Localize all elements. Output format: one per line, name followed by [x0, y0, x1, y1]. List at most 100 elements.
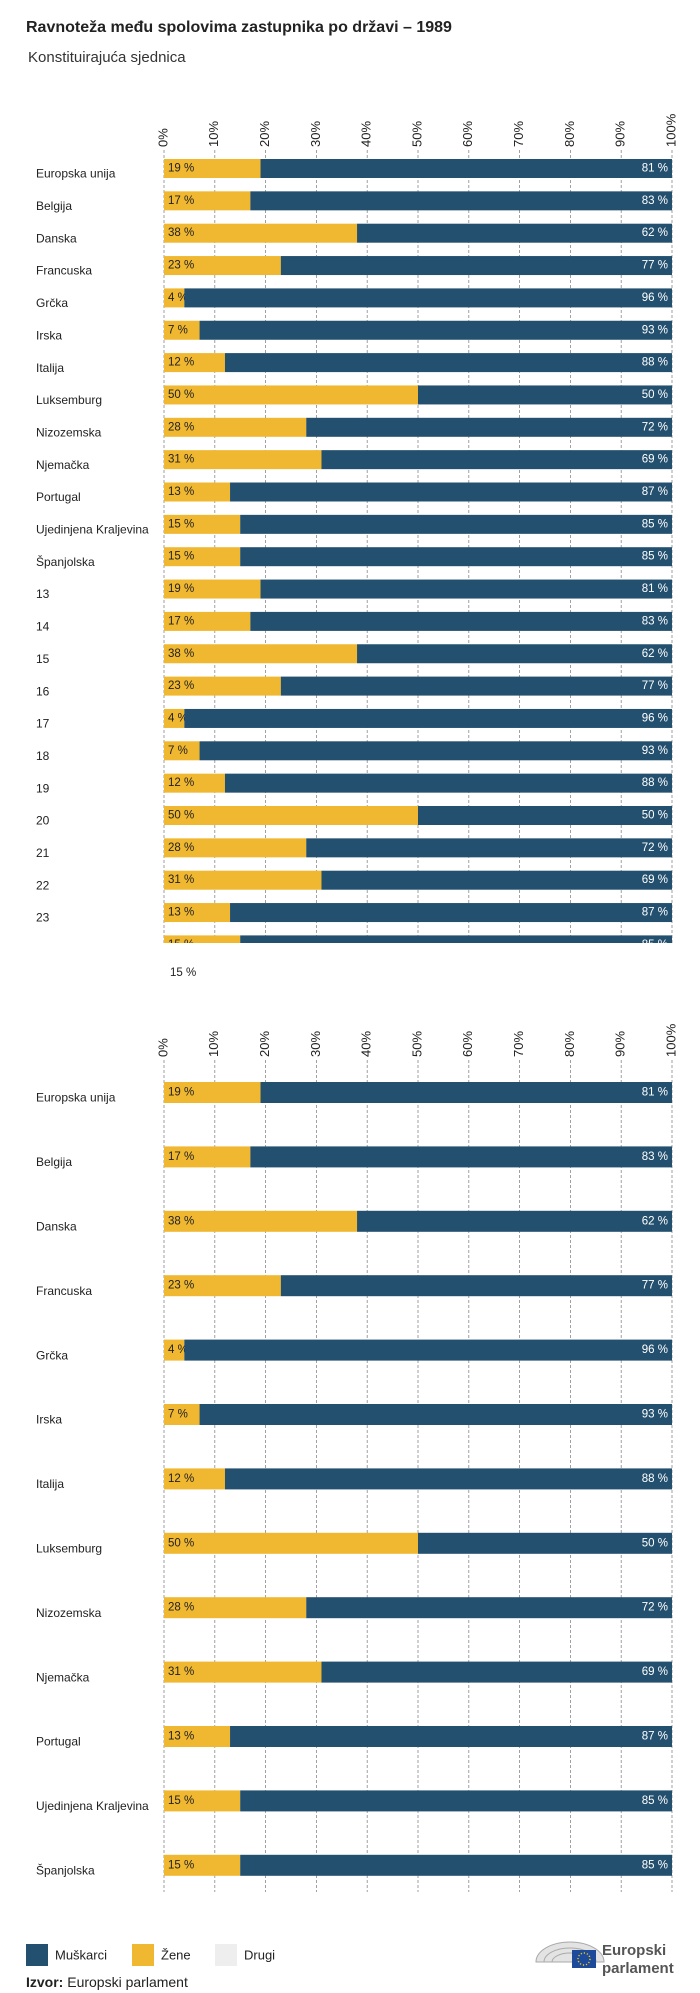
value-label: 85 % [642, 1795, 668, 1807]
value-label: 38 % [168, 648, 194, 660]
bar-segment [321, 1661, 672, 1683]
bar-segment [164, 482, 231, 502]
bar-segment [164, 288, 185, 308]
bar-segment [250, 191, 673, 211]
value-label: 15 % [168, 939, 194, 951]
x-tick-label: 60% [460, 121, 475, 147]
bar-segment [164, 1210, 358, 1232]
value-label: 72 % [642, 421, 668, 433]
value-label: 77 % [642, 680, 668, 692]
value-label: 50 % [168, 389, 194, 401]
value-label: 62 % [642, 1215, 668, 1227]
category-label: Ujedinjena Kraljevina [36, 523, 149, 537]
bar-segment [240, 1854, 672, 1876]
value-label: 13 % [168, 907, 194, 919]
category-label: 17 [36, 717, 50, 731]
bar-segment [184, 1339, 672, 1361]
bar-segment [164, 1854, 241, 1876]
category-label: Portugal [36, 1735, 81, 1749]
logo-line-1: Europski [602, 1942, 666, 1959]
bar-segment [164, 1146, 251, 1168]
bar-segment [260, 1082, 672, 1103]
value-label: 7 % [168, 745, 188, 757]
bar-segment [164, 1726, 231, 1747]
x-tick-label: 80% [562, 1031, 577, 1057]
value-label: 85 % [642, 518, 668, 530]
bar-segment [164, 935, 241, 943]
category-label: Nizozemska [36, 1606, 102, 1620]
bar-segment [357, 223, 672, 243]
value-label: 96 % [642, 712, 668, 724]
value-label: 81 % [642, 163, 668, 175]
bar-segment [418, 385, 672, 405]
category-label: 20 [36, 814, 50, 828]
bar-segment [164, 450, 322, 470]
bar-segment [240, 935, 672, 943]
category-label: Italija [36, 1477, 64, 1491]
value-label: 13 % [168, 1731, 194, 1743]
category-label: Francuska [36, 1284, 92, 1298]
value-label: 69 % [642, 454, 668, 466]
bar-segment [240, 514, 672, 534]
value-label: 31 % [168, 454, 194, 466]
value-label: 15 % [168, 518, 194, 530]
category-label: 16 [36, 684, 50, 698]
value-label: 28 % [168, 1602, 194, 1614]
category-label: Danska [36, 1219, 77, 1233]
bar-segment [164, 1790, 241, 1812]
value-label: 72 % [642, 842, 668, 854]
legend-label: Drugi [244, 1947, 275, 1962]
category-label: Francuska [36, 264, 92, 278]
bar-segment [418, 806, 672, 825]
bar-segment [164, 838, 307, 858]
legend-swatch [215, 1944, 237, 1966]
bar-segment [164, 579, 261, 599]
legend-swatch [26, 1944, 48, 1966]
bar-segment [184, 288, 672, 308]
bar-segment [260, 579, 672, 599]
value-label: 88 % [642, 357, 668, 369]
bar-segment [164, 417, 307, 437]
value-label: 93 % [642, 1409, 668, 1421]
category-label: Belgija [36, 1155, 72, 1169]
bar-segment [280, 256, 672, 276]
bar-segment [164, 547, 241, 567]
value-label: 50 % [168, 1537, 194, 1549]
x-tick-label: 30% [308, 121, 323, 147]
value-label: 50 % [168, 810, 194, 822]
bar-segment [164, 1468, 225, 1490]
value-label: 17 % [168, 195, 194, 207]
source-text: Europski parlament [67, 1974, 188, 1990]
category-label: 18 [36, 749, 50, 763]
value-label: 87 % [642, 1731, 668, 1743]
category-label: 14 [36, 620, 50, 634]
bar-segment [164, 806, 418, 825]
category-label: Europska unija [36, 167, 116, 181]
bar-segment [250, 1146, 673, 1168]
category-label: Nizozemska [36, 425, 102, 439]
value-label: 69 % [642, 874, 668, 886]
category-label: Irska [36, 328, 62, 342]
value-label: 38 % [168, 1215, 194, 1227]
bar-segment [164, 676, 281, 696]
bar-segment [321, 450, 672, 470]
bar-segment [230, 1726, 673, 1747]
value-label: 31 % [168, 874, 194, 886]
value-label: 87 % [642, 907, 668, 919]
bar-segment [357, 644, 672, 664]
legend-label: Muškarci [55, 1947, 107, 1962]
value-label: 81 % [642, 583, 668, 595]
value-label: 19 % [168, 1087, 194, 1099]
annotation: 15 % [170, 967, 196, 979]
x-tick-label: 90% [613, 1031, 628, 1057]
value-label: 17 % [168, 1151, 194, 1163]
x-tick-label: 90% [613, 121, 628, 147]
value-label: 85 % [642, 551, 668, 563]
value-label: 62 % [642, 227, 668, 239]
value-label: 50 % [642, 810, 668, 822]
category-label: Ujedinjena Kraljevina [36, 1799, 149, 1813]
bar-segment [164, 1082, 261, 1103]
bar-segment [280, 676, 672, 696]
category-label: Danska [36, 231, 77, 245]
